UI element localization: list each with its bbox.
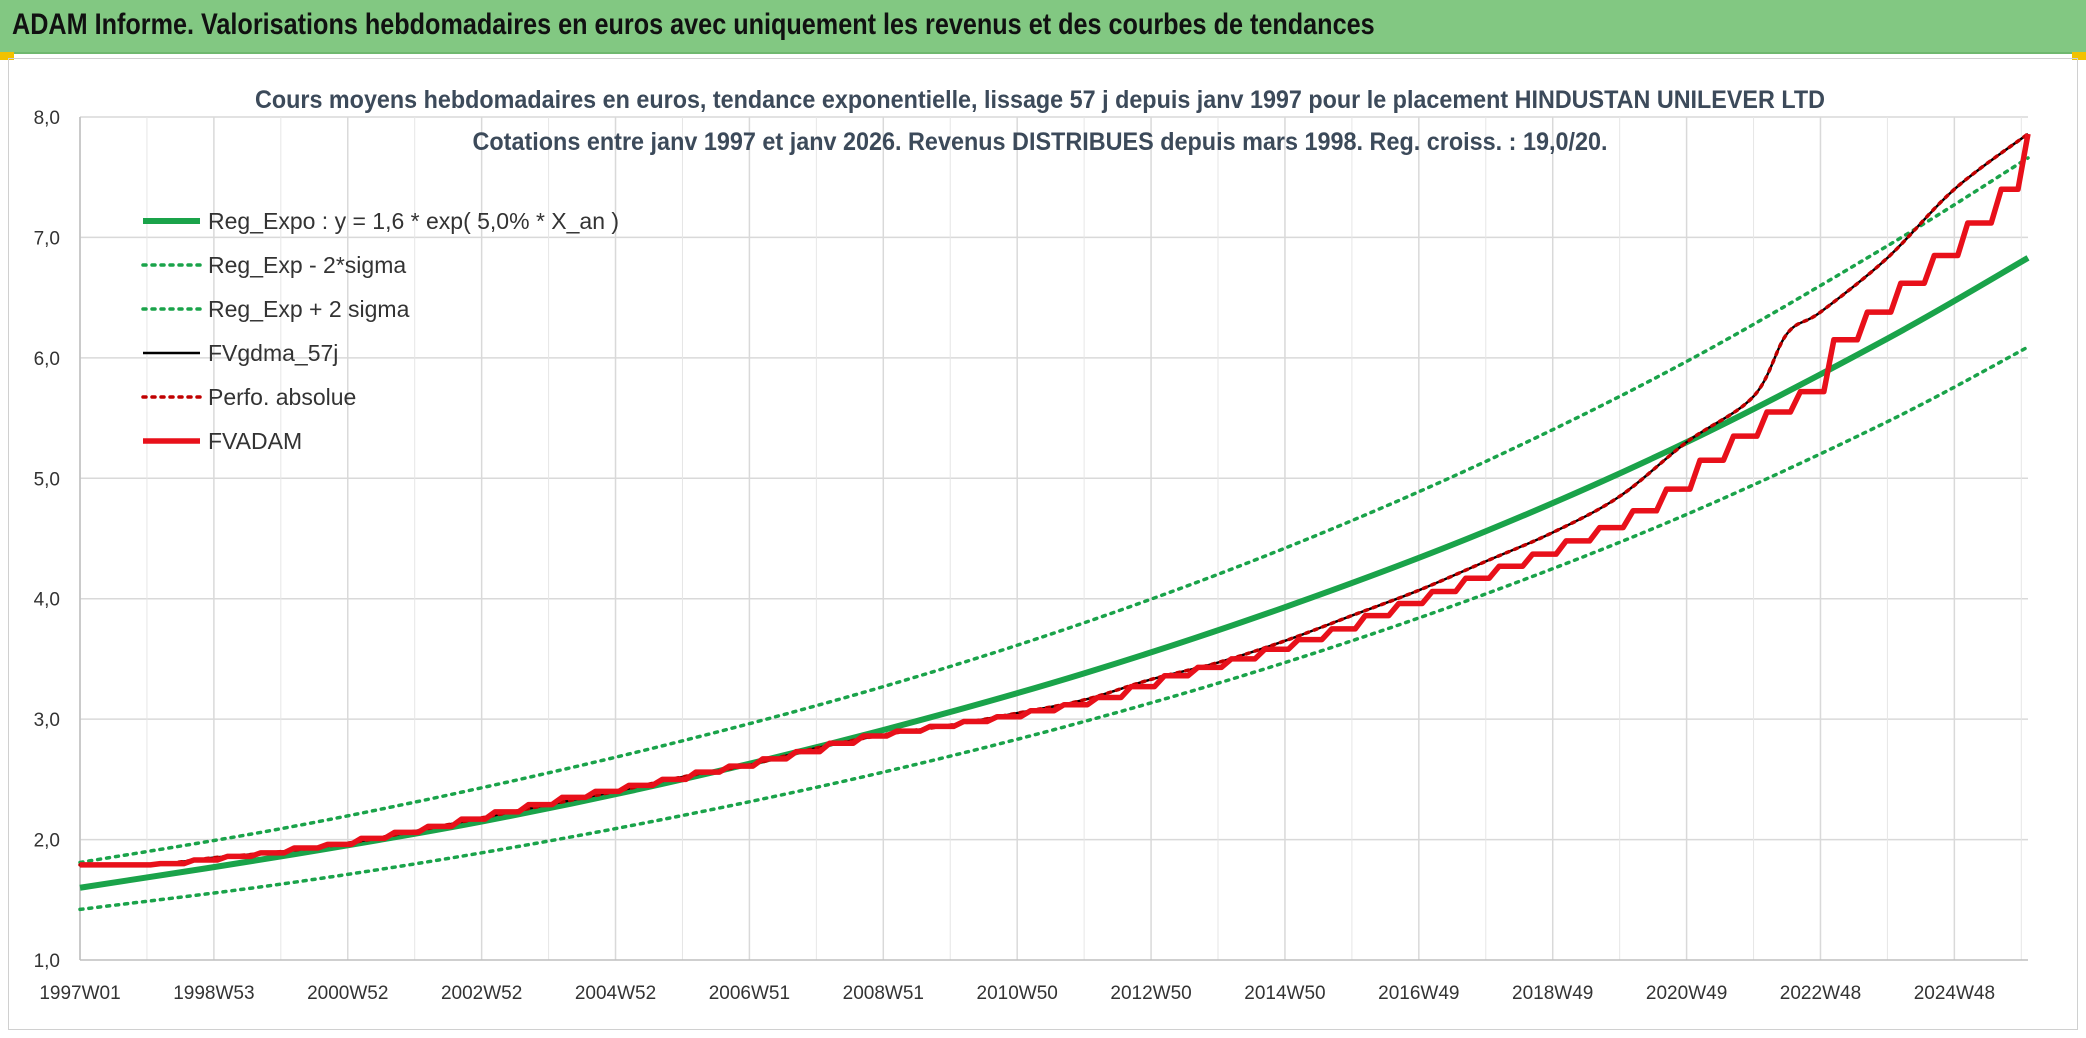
report-title: ADAM Informe. Valorisations hebdomadaire…	[12, 8, 1375, 41]
x-tick-label: 2012W50	[1110, 983, 1191, 1004]
chart-frame	[8, 58, 2078, 1030]
y-tick-label: 6,0	[34, 349, 60, 370]
y-tick-label: 2,0	[34, 831, 60, 852]
x-tick-label: 2014W50	[1244, 983, 1325, 1004]
chart-subtitle: Cotations entre janv 1997 et janv 2026. …	[473, 128, 1608, 156]
x-tick-label: 2002W52	[441, 983, 522, 1004]
legend-label: FVADAM	[208, 428, 302, 454]
y-tick-label: 8,0	[34, 108, 60, 129]
x-tick-label: 2022W48	[1780, 983, 1861, 1004]
y-tick-label: 5,0	[34, 469, 60, 490]
right-corner-accent	[2072, 52, 2086, 60]
y-tick-label: 3,0	[34, 710, 60, 731]
series-line-4	[78, 132, 2030, 867]
axes: 1,0 2,0 3,0 4,0 5,0 6,0 7,0 8,0 1997W01 1998W53 20…	[34, 108, 2028, 1004]
x-tick-label: 2010W50	[977, 983, 1058, 1004]
left-corner-accent	[0, 52, 14, 60]
x-tick-label: 2008W51	[843, 983, 924, 1004]
x-tick-label: 1998W53	[173, 983, 254, 1004]
y-tick-label: 7,0	[34, 228, 60, 249]
legend-label: Reg_Expo : y = 1,6 * exp( 5,0% * X_an )	[208, 208, 619, 234]
series-lines	[78, 132, 2031, 912]
x-tick-label: 2016W49	[1378, 983, 1459, 1004]
series-line-3	[79, 132, 2029, 867]
series-line-2	[78, 156, 2030, 865]
chart-title: Cours moyens hebdomadaires en euros, ten…	[255, 86, 1825, 114]
x-tick-label: 1997W01	[39, 983, 120, 1004]
legend-label: FVgdma_57j	[208, 340, 338, 366]
x-tick-label: 2000W52	[307, 983, 388, 1004]
series-line-5	[80, 133, 2031, 868]
legend-label: Reg_Exp + 2 sigma	[208, 296, 410, 322]
x-tick-label: 2004W52	[575, 983, 656, 1004]
grid-lines	[79, 116, 2028, 960]
y-tick-label: 4,0	[34, 590, 60, 611]
legend-label: Reg_Exp - 2*sigma	[208, 252, 406, 278]
y-tick-label: 1,0	[34, 951, 60, 972]
legend-label: Perfo. absolue	[208, 384, 356, 410]
x-tick-label: 2018W49	[1512, 983, 1593, 1004]
series-line-0	[79, 255, 2030, 891]
x-tick-label: 2020W49	[1646, 983, 1727, 1004]
legend: Reg_Expo : y = 1,6 * exp( 5,0% * X_an ) R…	[141, 208, 619, 454]
report-banner: ADAM Informe. Valorisations hebdomadaire…	[0, 0, 2086, 54]
series-line-1	[78, 345, 2030, 912]
x-tick-label: 2024W48	[1914, 983, 1995, 1004]
x-tick-label: 2006W51	[709, 983, 790, 1004]
